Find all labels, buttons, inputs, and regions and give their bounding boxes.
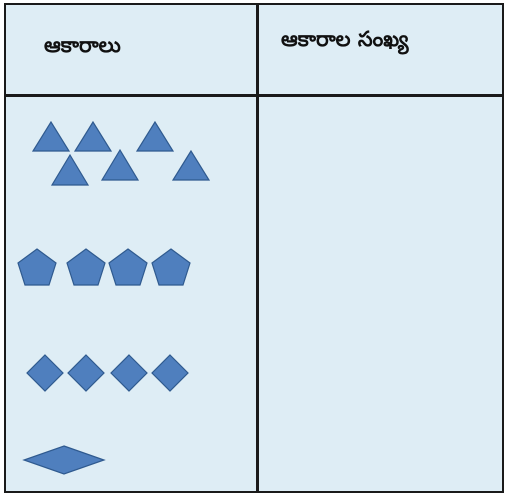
triangle-shape (31, 120, 71, 152)
triangles-row (31, 120, 211, 186)
shape-count-table: ఆకారాలు ఆకారాల సంఖ్య (4, 3, 504, 493)
triangle-shape (50, 153, 90, 186)
triangle-shape (100, 148, 140, 181)
diamond-shape (67, 354, 105, 392)
shapes-column-header: ఆకారాలు (44, 33, 121, 57)
triangle-shape (73, 120, 113, 152)
pentagons-row (17, 248, 191, 286)
pentagon-shape (151, 248, 191, 286)
diamonds-row (26, 354, 189, 392)
column-divider (256, 5, 259, 491)
rhombus-row (22, 445, 106, 475)
diamond-shape (26, 354, 64, 392)
pentagon-shape (17, 248, 57, 286)
rhombus-shape (22, 445, 106, 475)
pentagon-shape (108, 248, 148, 286)
triangle-shape (135, 120, 175, 152)
pentagon-shape (66, 248, 106, 286)
triangle-shape (171, 149, 211, 181)
diamond-shape (110, 354, 148, 392)
count-column-header: ఆకారాల సంఖ్య (281, 27, 409, 51)
diamond-shape (151, 354, 189, 392)
header-divider (6, 94, 502, 97)
